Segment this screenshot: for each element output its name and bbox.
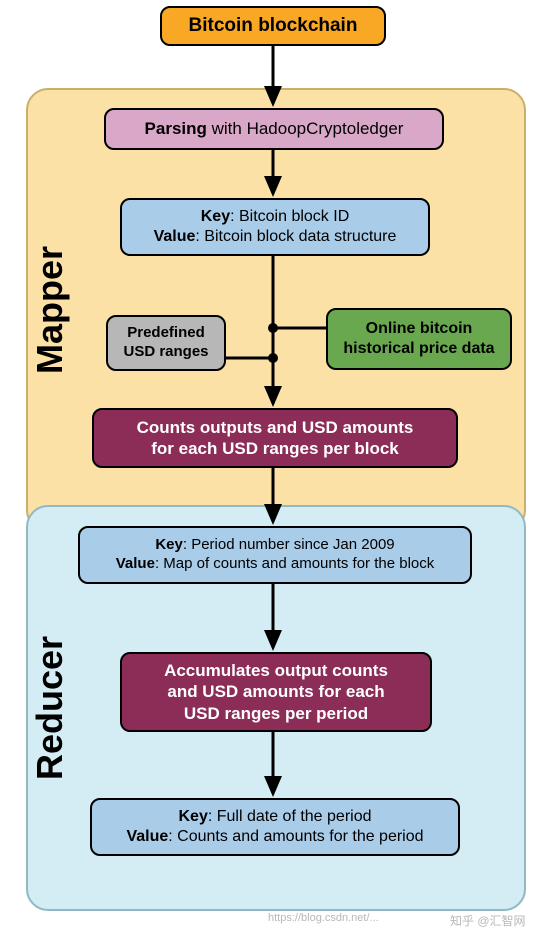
accumulates-node: Accumulates output countsand USD amounts… xyxy=(120,652,432,732)
reducer-label: Reducer xyxy=(29,636,71,780)
watermark-csdn: https://blog.csdn.net/... xyxy=(268,912,379,924)
kv-period-node: Key: Period number since Jan 2009Value: … xyxy=(78,526,472,584)
bitcoin-blockchain-text: Bitcoin blockchain xyxy=(189,14,358,38)
watermark-zhihu: 知乎 @汇智网 xyxy=(450,912,526,929)
usd-ranges-node: PredefinedUSD ranges xyxy=(106,315,226,371)
kv-date-node: Key: Full date of the periodValue: Count… xyxy=(90,798,460,856)
online-price-node: Online bitcoinhistorical price data xyxy=(326,308,512,370)
counts-per-block-node: Counts outputs and USD amountsfor each U… xyxy=(92,408,458,468)
parsing-node: Parsing with HadoopCryptoledger xyxy=(104,108,444,150)
bitcoin-blockchain-node: Bitcoin blockchain xyxy=(160,6,386,46)
mapper-label: Mapper xyxy=(29,246,71,374)
kv-block-node: Key: Bitcoin block IDValue: Bitcoin bloc… xyxy=(120,198,430,256)
parsing-text: Parsing with HadoopCryptoledger xyxy=(145,118,404,139)
